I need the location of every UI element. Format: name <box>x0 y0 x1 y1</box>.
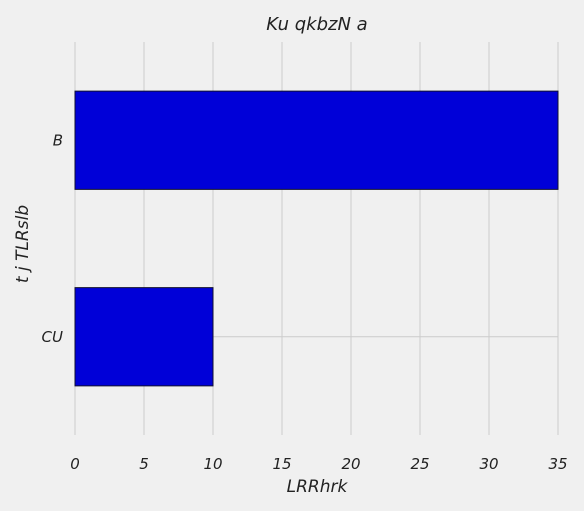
x-tick-label: 15 <box>272 455 291 473</box>
bars <box>74 90 559 387</box>
x-axis-label: LRRhrk <box>287 477 349 497</box>
chart-title: Ku qkbzN a <box>266 14 367 35</box>
x-tick-label: 0 <box>70 455 80 473</box>
x-tick-label: 20 <box>341 455 360 473</box>
bar-b <box>74 90 559 190</box>
x-tick-label: 5 <box>139 455 149 473</box>
y-tick-label: CU <box>42 328 63 346</box>
y-axis-label: t j TLRslb <box>13 205 33 283</box>
x-tick-label: 10 <box>203 455 222 473</box>
y-tick-label: B <box>53 131 63 149</box>
x-tick-labels: 0 5 10 15 20 25 30 35 <box>70 455 567 473</box>
x-tick-label: 35 <box>548 455 567 473</box>
x-tick-label: 30 <box>479 455 498 473</box>
y-tick-labels: CU B <box>42 131 63 346</box>
x-tick-label: 25 <box>410 455 429 473</box>
bar-cu <box>74 287 214 387</box>
